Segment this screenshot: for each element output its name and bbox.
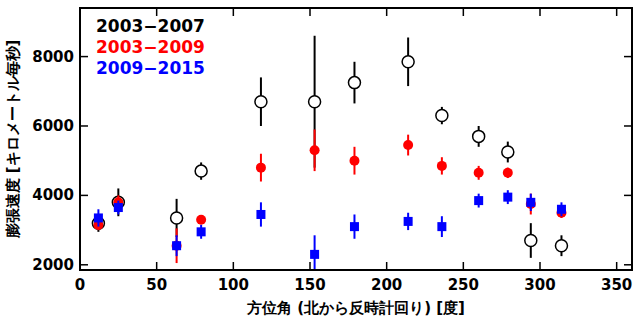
x-tick-label: 300 [524, 276, 555, 294]
marker [114, 203, 123, 212]
x-tick [309, 8, 311, 16]
x-tick [616, 8, 618, 16]
marker [309, 96, 321, 108]
series [92, 36, 567, 258]
marker [94, 213, 103, 222]
chart: 0 50 100 150 200 250 300 350 2000 4000 6000 8000 方位角… [0, 0, 640, 322]
x-tick-label: 200 [371, 276, 402, 294]
x-tick [539, 262, 541, 270]
x-axis-label: 方位角 (北から反時計回り) [度] [246, 299, 465, 317]
marker [555, 240, 567, 252]
x-tick [616, 262, 618, 270]
marker [171, 212, 183, 224]
x-tick [309, 262, 311, 270]
marker [557, 205, 566, 214]
marker [474, 196, 483, 205]
x-tick [156, 8, 158, 16]
marker [256, 210, 265, 219]
marker [474, 168, 484, 178]
frame [80, 8, 632, 270]
marker [348, 77, 360, 89]
y-tick [624, 56, 632, 58]
x-tick [463, 8, 465, 16]
marker [172, 241, 182, 251]
marker [436, 110, 448, 122]
marker [502, 146, 514, 158]
x-tick [233, 8, 235, 16]
marker [196, 215, 206, 225]
marker [256, 163, 266, 173]
marker [195, 165, 207, 177]
y-tick [80, 56, 88, 58]
series [94, 190, 566, 270]
x-tick-label: 0 [75, 276, 85, 294]
x-tick-label: 100 [218, 276, 249, 294]
marker [473, 130, 485, 142]
marker [403, 140, 413, 150]
x-tick-label: 150 [294, 276, 325, 294]
marker [503, 193, 512, 202]
y-tick [624, 195, 632, 197]
legend-entry: 2003−2007 [96, 16, 205, 36]
y-tick-label: 2000 [32, 256, 74, 274]
marker [437, 222, 446, 231]
series [93, 129, 566, 263]
y-tick-label: 4000 [32, 186, 74, 204]
y-tick [80, 195, 88, 197]
x-tick [156, 262, 158, 270]
x-tick-label: 250 [448, 276, 479, 294]
y-tick-label: 8000 [32, 48, 74, 66]
x-tick [233, 262, 235, 270]
x-tick-label: 350 [601, 276, 632, 294]
marker [349, 156, 359, 166]
legend-entry: 2009−2015 [96, 58, 205, 78]
marker [197, 227, 206, 236]
plot-marks [92, 36, 567, 270]
marker [310, 145, 320, 155]
marker [437, 161, 447, 171]
marker [255, 96, 267, 108]
marker [310, 250, 319, 259]
legend-entry: 2003−2009 [96, 37, 205, 57]
marker [404, 217, 413, 226]
marker [525, 235, 537, 247]
x-tick [386, 8, 388, 16]
y-tick-label: 6000 [32, 117, 74, 135]
marker [526, 198, 535, 207]
marker [402, 56, 414, 68]
x-tick [386, 262, 388, 270]
x-tick-label: 50 [146, 276, 167, 294]
y-tick [80, 264, 88, 266]
x-tick [463, 262, 465, 270]
x-tick [539, 8, 541, 16]
y-tick [624, 264, 632, 266]
y-tick [624, 125, 632, 127]
y-axis-label: 膨張速度 [キロメートル毎秒] [4, 40, 22, 240]
y-tick [80, 125, 88, 127]
marker [172, 241, 181, 250]
marker [350, 222, 359, 231]
marker [503, 168, 513, 178]
error-bar [117, 188, 119, 216]
